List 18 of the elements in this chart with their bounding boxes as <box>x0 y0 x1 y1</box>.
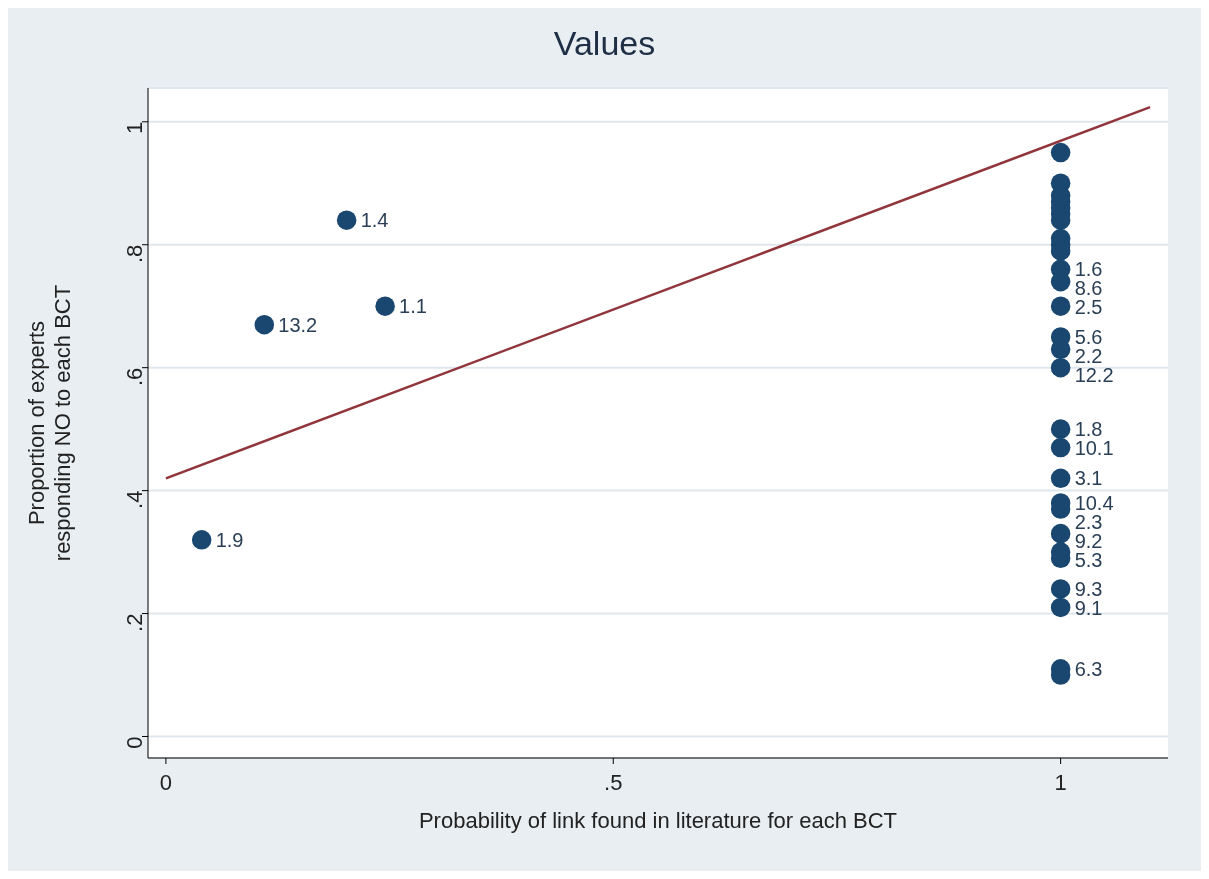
x-axis-title: Probability of link found in literature for each BCT <box>418 808 898 833</box>
y-tick-label: .6 <box>121 367 147 387</box>
y-axis-title: Proportion of experts responding NO to each BCT <box>24 284 75 562</box>
annotation: 1.4 <box>360 209 389 232</box>
annotation: 1.1 <box>399 295 427 318</box>
y-tick-label: 1 <box>121 121 147 135</box>
x-tick-label: 1 <box>1054 769 1067 795</box>
y-tick-label: .4 <box>121 490 147 509</box>
annotation: 13.2 <box>278 313 318 336</box>
y-tick-label: .8 <box>121 244 147 264</box>
annotation: 6.3 <box>1074 657 1103 680</box>
chart-title: Values <box>552 23 657 64</box>
annotation: 1.9 <box>215 528 244 551</box>
annotation: 3.1 <box>1074 467 1103 490</box>
y-tick-label: 0 <box>121 736 147 749</box>
x-tick-label: .5 <box>604 769 623 795</box>
x-tick-label: 0 <box>159 769 173 795</box>
y-tick-label: .2 <box>121 613 147 632</box>
